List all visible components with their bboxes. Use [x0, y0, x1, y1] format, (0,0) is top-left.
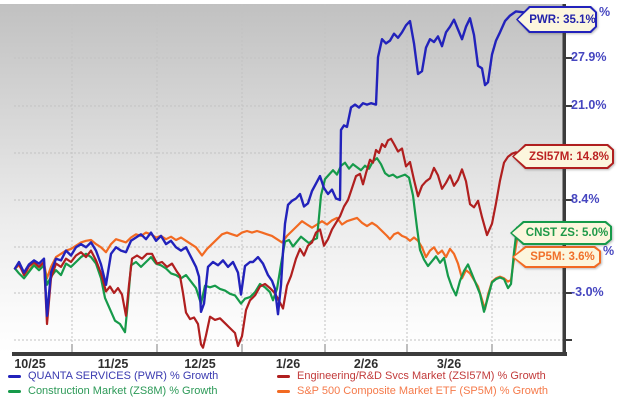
- legend-item-label: QUANTA SERVICES (PWR) % Growth: [28, 370, 219, 382]
- callout-pwr: PWR: 35.1%: [516, 6, 597, 33]
- y-axis-tick-label: 8.4%: [571, 192, 600, 206]
- legend-item-pwr: QUANTA SERVICES (PWR) % Growth: [8, 369, 218, 383]
- legend-item-zsi57m: Engineering/R&D Svcs Market (ZSI57M) % G…: [277, 369, 546, 383]
- legend-color-dash-icon: [277, 389, 290, 393]
- x-axis-tick-label: 3/26: [436, 357, 462, 371]
- plot-area-background: [0, 4, 566, 353]
- y-axis-tick-label: 27.9%: [571, 50, 607, 64]
- callout-label: ZSI57M: 14.8%: [529, 150, 609, 163]
- callout-sp5m: SP5M: 3.6%: [512, 246, 601, 268]
- x-axis-tick-label: 1/26: [275, 357, 301, 371]
- legend-color-dash-icon: [8, 374, 21, 378]
- callout-label: SP5M: 3.6%: [530, 251, 595, 263]
- legend-item-label: Engineering/R&D Svcs Market (ZSI57M) % G…: [297, 370, 546, 382]
- legend-item-sp5m: S&P 500 Composite Market ETF (SP5M) % Gr…: [277, 384, 548, 398]
- x-axis-line: [12, 352, 567, 356]
- y-axis-tick-label: 21.0%: [571, 98, 607, 112]
- callout-fill: [514, 146, 612, 167]
- legend-item-zs8m: Construction Market (ZS8M) % Growth: [8, 384, 218, 398]
- y-axis-tick-label: -3.0%: [571, 285, 604, 299]
- callout-label: PWR: 35.1%: [529, 13, 596, 26]
- legend-color-dash-icon: [277, 374, 290, 378]
- callout-zsi57m: ZSI57M: 14.8%: [512, 144, 614, 169]
- legend-item-label: Construction Market (ZS8M) % Growth: [28, 385, 218, 397]
- legend-item-label: S&P 500 Composite Market ETF (SP5M) % Gr…: [297, 385, 549, 397]
- callout-fill: [514, 248, 599, 266]
- series-line-pwr: [13, 6, 562, 317]
- x-axis-tick-label: 2/26: [353, 357, 379, 371]
- callout-fill: [512, 223, 610, 243]
- legend-color-dash-icon: [8, 389, 21, 393]
- callout-zs8m: CNST ZS: 5.0%: [510, 221, 612, 245]
- y-axis-tick-label-partial: %: [599, 5, 611, 19]
- y-axis-line: [562, 4, 566, 356]
- series-line-zsi57m: [13, 137, 518, 349]
- x-axis-tick-label: 11/25: [97, 357, 129, 371]
- callout-fill: [518, 8, 595, 31]
- x-axis-tick-label: 10/25: [14, 357, 46, 371]
- series-line-zs8m: [13, 157, 519, 334]
- y-axis-tick-label-partial: %: [603, 244, 615, 258]
- callout-label: CNST ZS: 5.0%: [525, 227, 609, 239]
- series-line-sp5m: [13, 216, 519, 311]
- x-axis-tick-label: 12/25: [184, 357, 216, 371]
